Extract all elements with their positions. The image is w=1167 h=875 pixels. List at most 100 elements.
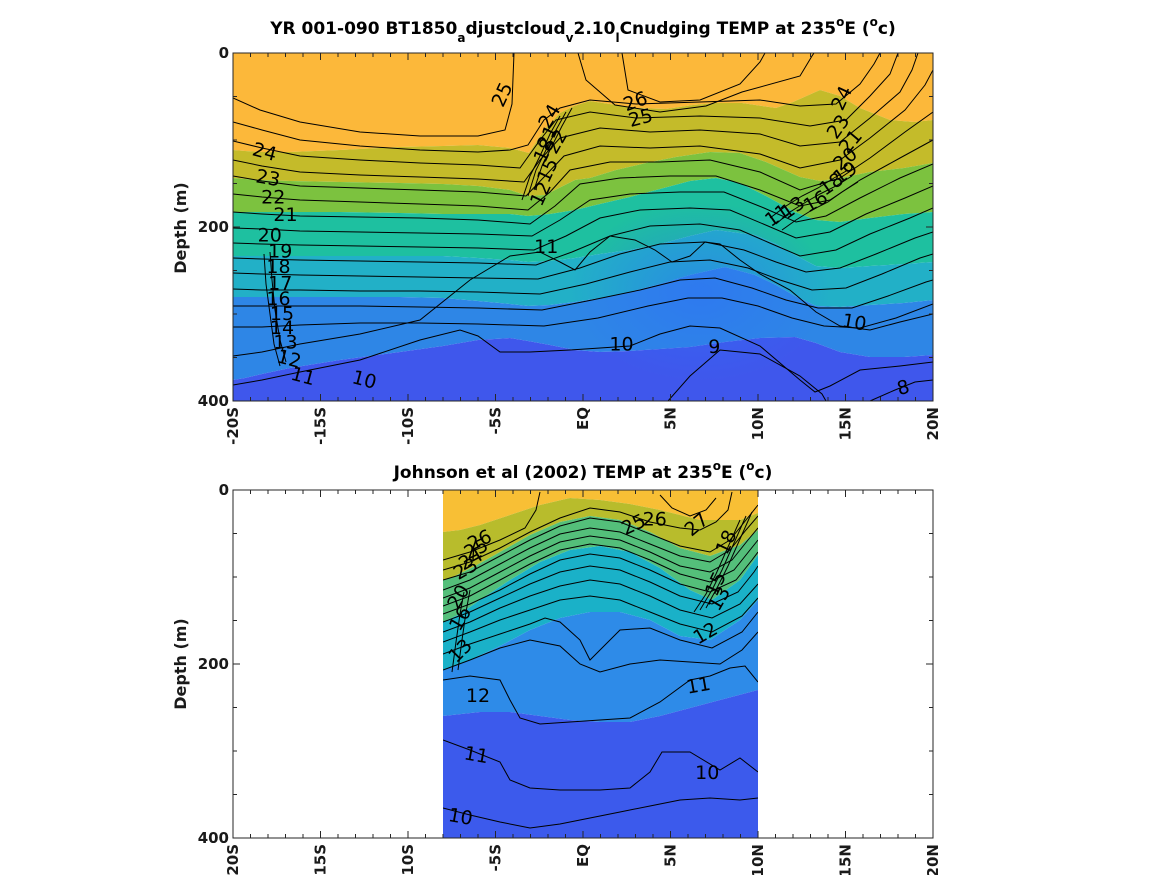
obs-band-20 (443, 516, 758, 622)
observation-x-tick-label: EQ (574, 844, 592, 867)
model-x-tick-label: -20S (224, 407, 242, 445)
obs-front-right-2 (705, 511, 753, 609)
obs-isotherm-18 (443, 565, 758, 623)
model-y-tick-label: 200 (198, 218, 229, 236)
model-contour-label: 16 (266, 288, 290, 310)
model-contour-label: 13 (273, 332, 297, 354)
model-isotherm-17 (233, 185, 933, 251)
model-x-tick-label: -15S (312, 407, 330, 445)
model-band-24 (233, 90, 933, 196)
model-contour-label: 9 (708, 336, 720, 358)
observation-x-tick-label: 10N (749, 844, 767, 875)
model-contour-label: 10 (609, 333, 633, 355)
observation-x-tick-label: -5S (487, 844, 505, 871)
observation-contour-label: 11 (462, 742, 490, 768)
obs-isotherm-16 (443, 579, 758, 633)
model-band-18 (233, 178, 933, 268)
observation-panel: Johnson et al (2002) TEMP at 235oE (oc) (171, 459, 942, 875)
model-panel: YR 001-090 BT1850adjustcloudv2.10lCnudgi… (171, 15, 942, 445)
model-front-right-1 (775, 175, 853, 225)
model-x-tick-label: 10N (749, 407, 767, 440)
observation-x-tick-label: 5N (662, 844, 680, 867)
obs-band-10 (443, 690, 758, 838)
model-x-tick-label: 15N (837, 407, 855, 440)
obs-front-left-1 (457, 589, 471, 671)
model-y-tick-label: 400 (198, 392, 229, 410)
observation-x-tick-label: -20S (224, 844, 242, 875)
observation-contour-label: 10 (447, 804, 475, 830)
obs-isotherm-15 (443, 595, 758, 643)
model-contour-label: 21 (273, 204, 297, 226)
obs-front-right-1 (699, 515, 747, 611)
model-front-west-2 (263, 253, 281, 367)
model-isotherm-25b (577, 53, 815, 113)
model-cool-dome (570, 202, 830, 382)
model-isotherm-18 (233, 163, 933, 237)
observation-y-tick-label: 0 (219, 481, 229, 499)
observation-contour-label: 10 (695, 762, 719, 784)
obs-isotherm-14 (443, 611, 758, 661)
model-isotherm-12 (233, 297, 933, 329)
model-isotherm-24 (233, 53, 881, 153)
observation-contour-label: 12 (466, 685, 490, 707)
model-panel-title: YR 001-090 BT1850adjustcloudv2.10lCnudgi… (269, 15, 896, 45)
observation-contour-label: 11 (685, 673, 713, 699)
model-y-axis-label: Depth (m) (171, 182, 190, 274)
observation-contour-lines (443, 491, 758, 829)
observation-x-tick-label: 20N (924, 844, 942, 875)
observation-x-tick-label: -15S (312, 844, 330, 875)
model-isotherm-15 (233, 231, 933, 280)
model-isotherm-23 (233, 53, 899, 169)
model-x-tick-label: 20N (924, 407, 942, 440)
model-isotherm-8 (869, 379, 933, 401)
model-isotherm-14 (233, 253, 933, 295)
model-contour-label: 11 (534, 236, 558, 258)
obs-band-24 (443, 498, 758, 580)
observation-panel-title: Johnson et al (2002) TEMP at 235oE (oc) (393, 459, 773, 483)
obs-front-right-3 (693, 519, 741, 613)
obs-isotherm-24 (443, 504, 758, 581)
model-front-west-1 (269, 251, 287, 363)
model-contour-label: 22 (261, 186, 285, 208)
model-contour-lines (233, 53, 933, 401)
observation-y-axis-label: Depth (m) (171, 618, 190, 710)
model-x-tick-label: 5N (662, 407, 680, 430)
observation-y-tick-label: 400 (198, 829, 229, 847)
obs-isotherm-25 (443, 491, 733, 571)
model-x-tick-label: -5S (487, 407, 505, 434)
model-isotherm-20 (233, 111, 933, 211)
obs-band-15 (443, 546, 758, 670)
observation-x-tick-label: 15N (837, 844, 855, 875)
obs-band-warm (443, 490, 758, 532)
model-isotherm-16 (233, 207, 933, 266)
obs-isotherm-10 (443, 797, 758, 829)
model-front-left-2 (521, 115, 561, 201)
obs-isotherm-21 (443, 539, 758, 607)
model-contour-label: 20 (258, 225, 282, 247)
model-y-tick-label: 0 (219, 44, 229, 62)
obs-band-12 (443, 600, 758, 722)
model-ticks: -20S -15S -10S -5S EQ 5N 10N 15N 20N 0 200 400 (198, 44, 942, 445)
obs-isotherm-27 (659, 494, 717, 517)
model-contour-label: 19 (268, 240, 292, 262)
model-front-left-3 (533, 107, 573, 191)
model-isotherm-21 (233, 69, 933, 197)
model-contour-label: 14 (270, 317, 294, 339)
model-isotherm-13 (233, 277, 933, 311)
model-contour-label: 8 (895, 376, 912, 400)
observation-ticks: -20S -15S -10S -5S EQ 5N 10N 15N 20N 0 200 400 (198, 481, 942, 875)
model-front-right-3 (781, 181, 859, 231)
observation-x-tick-label: -10S (399, 844, 417, 875)
model-x-tick-label: EQ (574, 407, 592, 430)
model-isotherm-25 (233, 53, 515, 137)
model-contour-label: 15 (270, 303, 294, 325)
model-isotherm-10 (233, 325, 933, 393)
model-contour-label: 23 (254, 165, 282, 191)
obs-isotherm-12 (443, 665, 758, 725)
obs-isotherm-20 (443, 551, 758, 615)
model-contour-label: 18 (266, 256, 290, 278)
